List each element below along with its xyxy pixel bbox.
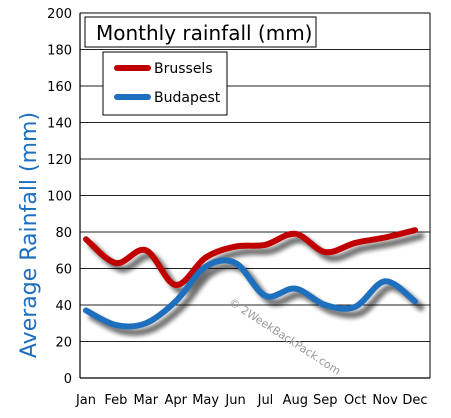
x-tick-label: Aug	[283, 393, 308, 408]
x-tick-label: Nov	[372, 393, 398, 408]
series-lines	[83, 227, 418, 330]
series-line-budapest	[83, 257, 418, 330]
y-tick-label: 100	[47, 190, 72, 205]
y-tick-label: 40	[55, 299, 72, 314]
y-tick-label: 180	[47, 44, 72, 59]
y-tick-label: 60	[55, 263, 72, 278]
axes	[79, 12, 431, 379]
y-tick-label: 80	[55, 226, 72, 241]
x-tick-label: Dec	[402, 393, 427, 408]
legend-label-budapest: Budapest	[154, 90, 221, 106]
x-tick-label: Sep	[313, 393, 338, 408]
y-tick-label: 0	[64, 372, 72, 387]
x-tick-label: May	[192, 393, 219, 408]
x-tick-label: Mar	[134, 393, 159, 408]
y-tick-label: 200	[47, 7, 72, 22]
x-tick-label: Jul	[257, 393, 274, 408]
series-line-brussels	[83, 227, 418, 288]
legend-box	[102, 51, 228, 116]
y-tick-labels: 0 20 40 60 80 100 120 140 160 180 200	[47, 7, 72, 387]
x-tick-label: Oct	[344, 393, 366, 408]
legend-label-brussels: Brussels	[154, 61, 213, 77]
x-tick-label: Apr	[164, 393, 187, 408]
chart-title: Monthly rainfall (mm)	[96, 21, 312, 45]
x-tick-labels: Jan Feb Mar Apr May Jun Jul Aug Sep Oct Nov Dec	[75, 393, 428, 408]
y-tick-label: 140	[47, 117, 72, 132]
y-tick-label: 120	[47, 153, 72, 168]
y-tick-label: 20	[55, 336, 72, 351]
x-tick-label: Jan	[75, 393, 96, 408]
y-axis-label: Average Rainfall (mm)	[17, 112, 42, 358]
x-tick-label: Jun	[224, 393, 245, 408]
y-tick-label: 160	[47, 80, 72, 95]
x-tick-label: Feb	[104, 393, 127, 408]
title-box	[84, 16, 317, 48]
